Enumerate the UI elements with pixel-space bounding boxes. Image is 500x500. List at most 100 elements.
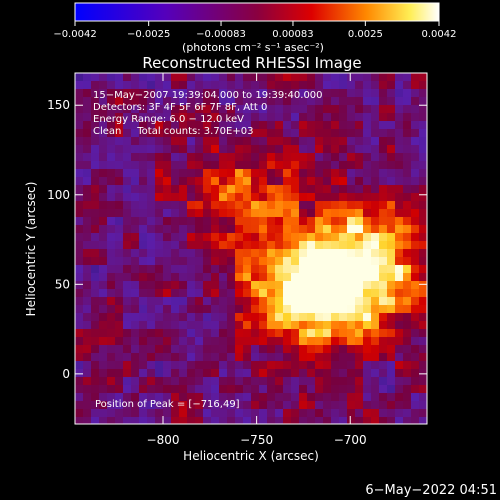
heatmap-cell bbox=[123, 329, 132, 338]
heatmap-cell bbox=[315, 113, 324, 122]
heatmap-cell bbox=[307, 249, 316, 258]
heatmap-cell bbox=[419, 241, 427, 250]
heatmap-cell bbox=[403, 257, 412, 266]
heatmap-cell bbox=[235, 385, 244, 394]
heatmap-cell bbox=[171, 417, 180, 424]
heatmap-cell bbox=[363, 385, 372, 394]
heatmap-cell bbox=[243, 289, 252, 298]
heatmap-cell bbox=[99, 329, 108, 338]
heatmap-cell bbox=[403, 297, 412, 306]
heatmap-cell bbox=[235, 361, 244, 370]
heatmap-cell bbox=[139, 241, 148, 250]
heatmap-cell bbox=[339, 297, 348, 306]
heatmap-cell bbox=[155, 225, 164, 234]
heatmap-cell bbox=[355, 361, 364, 370]
heatmap-cell bbox=[99, 385, 108, 394]
heatmap-cell bbox=[219, 401, 228, 410]
heatmap-cell bbox=[187, 145, 196, 154]
heatmap-cell bbox=[275, 89, 284, 98]
heatmap-cell bbox=[315, 337, 324, 346]
heatmap-cell bbox=[99, 81, 108, 90]
heatmap-cell bbox=[267, 73, 276, 82]
heatmap-cell bbox=[363, 233, 372, 242]
heatmap-cell bbox=[363, 345, 372, 354]
heatmap-cell bbox=[299, 137, 308, 146]
heatmap-cell bbox=[227, 121, 236, 130]
heatmap-cell bbox=[411, 89, 420, 98]
heatmap-cell bbox=[291, 409, 300, 418]
heatmap-cell bbox=[243, 129, 252, 138]
heatmap-cell bbox=[371, 329, 380, 338]
heatmap-cell bbox=[355, 297, 364, 306]
heatmap-cell bbox=[251, 297, 260, 306]
heatmap-cell bbox=[363, 313, 372, 322]
heatmap-cell bbox=[339, 185, 348, 194]
heatmap-cell bbox=[203, 385, 212, 394]
heatmap-cell bbox=[219, 273, 228, 282]
heatmap-cell bbox=[171, 89, 180, 98]
heatmap-cell bbox=[187, 177, 196, 186]
heatmap-cell bbox=[291, 297, 300, 306]
heatmap-cell bbox=[107, 409, 116, 418]
heatmap-cell bbox=[171, 193, 180, 202]
heatmap-cell bbox=[403, 385, 412, 394]
heatmap-cell bbox=[275, 401, 284, 410]
heatmap-cell bbox=[227, 249, 236, 258]
heatmap-cell bbox=[163, 209, 172, 218]
heatmap-cell bbox=[371, 281, 380, 290]
heatmap-cell bbox=[379, 129, 388, 138]
heatmap-cell bbox=[163, 129, 172, 138]
heatmap-cell bbox=[411, 281, 420, 290]
heatmap-cell bbox=[99, 377, 108, 386]
heatmap-cell bbox=[291, 97, 300, 106]
heatmap-cell bbox=[203, 361, 212, 370]
heatmap-cell bbox=[267, 401, 276, 410]
heatmap-cell bbox=[395, 217, 404, 226]
heatmap-cell bbox=[403, 329, 412, 338]
heatmap-cell bbox=[291, 153, 300, 162]
heatmap-cell bbox=[163, 305, 172, 314]
heatmap-cell bbox=[211, 177, 220, 186]
heatmap-cell bbox=[347, 401, 356, 410]
heatmap-cell bbox=[307, 377, 316, 386]
heatmap-cell bbox=[323, 217, 332, 226]
heatmap-cell bbox=[395, 81, 404, 90]
heatmap-cell bbox=[219, 145, 228, 154]
heatmap-cell bbox=[155, 281, 164, 290]
heatmap-cell bbox=[371, 289, 380, 298]
heatmap-cell bbox=[251, 257, 260, 266]
heatmap-cell bbox=[139, 81, 148, 90]
heatmap-cell bbox=[131, 161, 140, 170]
heatmap-cell bbox=[83, 185, 92, 194]
heatmap-cell bbox=[83, 217, 92, 226]
heatmap-cell bbox=[339, 97, 348, 106]
heatmap-cell bbox=[403, 209, 412, 218]
heatmap-cell bbox=[267, 249, 276, 258]
heatmap-cell bbox=[259, 273, 268, 282]
heatmap-cell bbox=[163, 121, 172, 130]
heatmap-cell bbox=[419, 105, 427, 114]
heatmap-cell bbox=[299, 113, 308, 122]
heatmap-cell bbox=[275, 417, 284, 424]
heatmap-cell bbox=[323, 417, 332, 424]
heatmap-cell bbox=[123, 177, 132, 186]
heatmap-cell bbox=[115, 289, 124, 298]
heatmap-cell bbox=[187, 97, 196, 106]
heatmap-cell bbox=[283, 233, 292, 242]
heatmap-cell bbox=[195, 153, 204, 162]
heatmap-cell bbox=[187, 281, 196, 290]
heatmap-cell bbox=[179, 321, 188, 330]
heatmap-cell bbox=[187, 393, 196, 402]
heatmap-cell bbox=[83, 241, 92, 250]
heatmap-cell bbox=[355, 209, 364, 218]
heatmap-cell bbox=[387, 313, 396, 322]
heatmap-cell bbox=[283, 281, 292, 290]
heatmap-cell bbox=[411, 137, 420, 146]
heatmap-cell bbox=[163, 377, 172, 386]
heatmap-cell bbox=[139, 161, 148, 170]
heatmap-cell bbox=[291, 385, 300, 394]
heatmap-cell bbox=[283, 385, 292, 394]
heatmap-cell bbox=[291, 329, 300, 338]
heatmap-cell bbox=[243, 217, 252, 226]
